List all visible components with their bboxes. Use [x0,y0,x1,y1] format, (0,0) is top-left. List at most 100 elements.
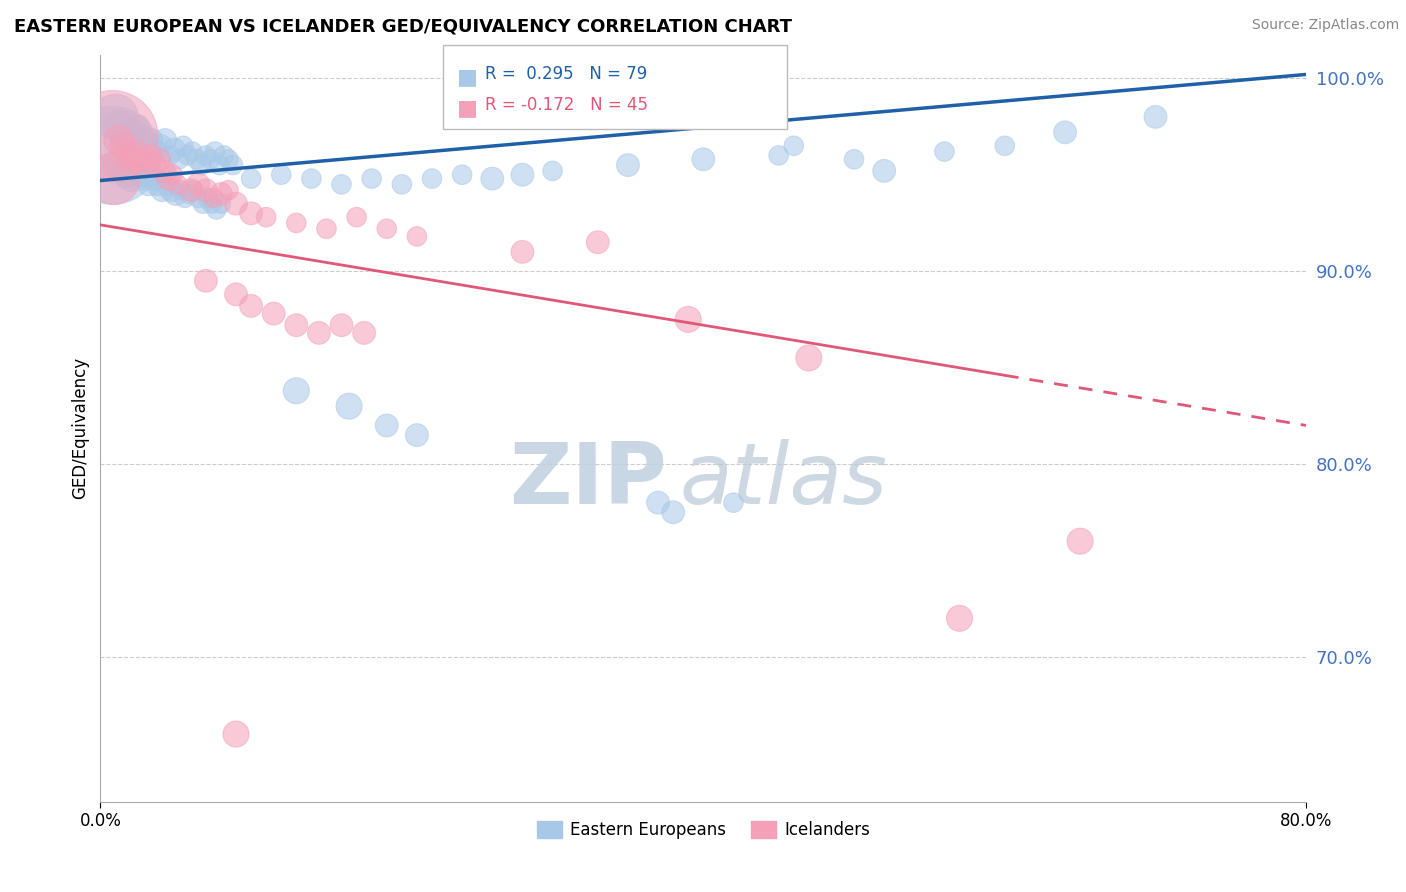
Point [136,138,159,153]
Point [173,191,195,205]
Point [157,171,180,186]
Point [662,505,685,519]
Point [353,326,375,340]
Point [177,148,200,162]
Point [132,171,155,186]
Point [218,183,240,197]
Point [205,202,228,217]
Point [110,164,132,178]
Point [1144,110,1167,124]
Point [149,138,172,153]
Point [873,164,896,178]
Point [285,216,308,230]
Point [204,145,226,159]
Point [194,274,217,288]
Point [308,326,330,340]
Point [948,611,970,625]
Point [934,145,956,159]
Point [117,148,139,162]
Legend: Eastern Europeans, Icelanders: Eastern Europeans, Icelanders [530,814,877,846]
Point [179,187,201,202]
Point [141,133,163,147]
Point [108,120,131,134]
Point [200,153,222,167]
Point [122,125,145,139]
Point [617,158,640,172]
Text: Source: ZipAtlas.com: Source: ZipAtlas.com [1251,18,1399,32]
Point [195,191,218,205]
Point [194,183,217,197]
Point [127,120,149,134]
Point [692,153,714,167]
Point [111,138,134,153]
Point [375,418,398,433]
Point [676,312,699,326]
Point [270,168,292,182]
Point [114,129,136,144]
Point [101,148,124,162]
Point [172,138,194,153]
Text: ZIP: ZIP [509,439,666,522]
Point [285,318,308,333]
Point [183,183,205,197]
Point [541,164,564,178]
Point [209,187,232,202]
Point [146,178,169,192]
Point [104,110,127,124]
Y-axis label: GED/Equivalency: GED/Equivalency [72,358,89,500]
Point [159,148,181,162]
Point [191,196,214,211]
Point [586,235,609,250]
Point [208,158,231,172]
Text: atlas: atlas [679,439,887,522]
Point [201,196,224,211]
Point [148,153,170,167]
Point [240,171,263,186]
Point [120,171,142,186]
Point [481,171,503,186]
Point [138,178,160,192]
Point [512,244,534,259]
Point [263,307,285,321]
Point [129,153,152,167]
Point [142,171,165,186]
Point [346,210,368,224]
Point [512,168,534,182]
Point [315,221,337,235]
Point [131,129,153,144]
Point [181,145,204,159]
Point [153,133,176,147]
Point [115,168,138,182]
Point [212,148,235,162]
Point [180,183,202,197]
Point [1069,534,1091,549]
Point [186,153,208,167]
Point [187,191,209,205]
Point [128,168,150,182]
Point [162,168,184,182]
Point [391,178,413,192]
Point [163,143,186,157]
Point [156,178,179,192]
Text: R = -0.172   N = 45: R = -0.172 N = 45 [485,96,648,114]
Point [194,148,217,162]
Point [167,153,190,167]
Point [150,183,173,197]
Point [994,138,1017,153]
Point [406,229,429,244]
Text: EASTERN EUROPEAN VS ICELANDER GED/EQUIVALENCY CORRELATION CHART: EASTERN EUROPEAN VS ICELANDER GED/EQUIVA… [14,18,792,36]
Point [101,129,124,144]
Point [240,206,263,220]
Point [169,183,191,197]
Point [330,178,353,192]
Point [202,191,225,205]
Point [125,145,148,159]
Point [209,196,232,211]
Point [139,148,162,162]
Point [360,171,382,186]
Point [190,158,212,172]
Point [152,164,174,178]
Point [103,171,125,186]
Point [165,187,187,202]
Point [797,351,820,365]
